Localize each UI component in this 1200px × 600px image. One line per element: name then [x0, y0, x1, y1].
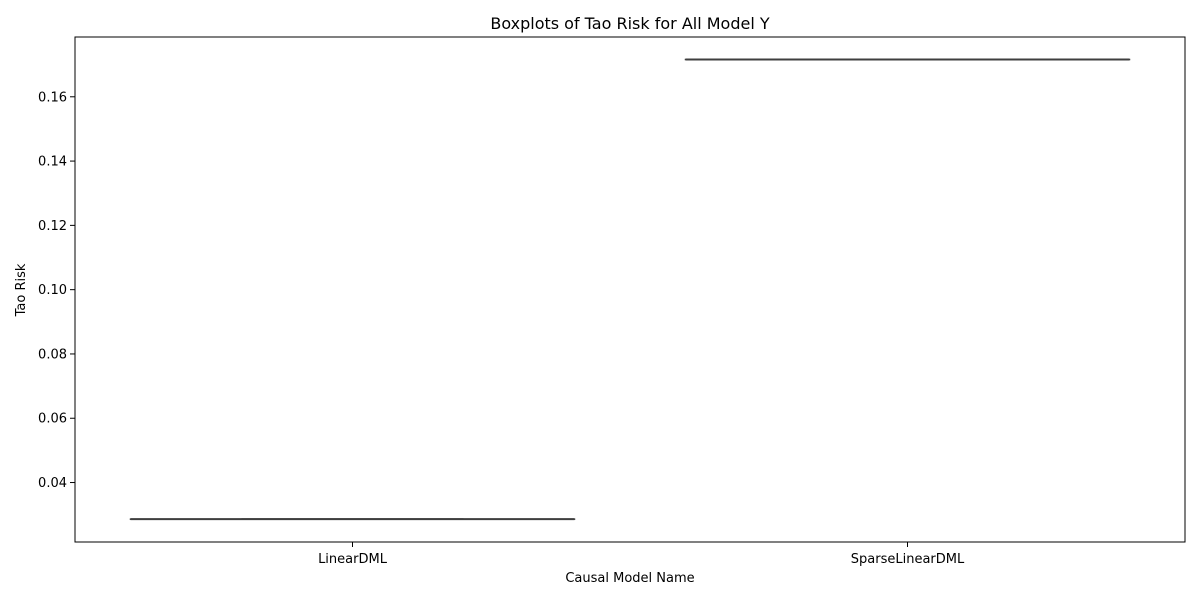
- y-tick-label: 0.10: [38, 283, 67, 298]
- x-axis: LinearDML SparseLinearDML: [318, 542, 965, 567]
- y-tick-label: 0.04: [38, 476, 67, 491]
- plot-area: [129, 58, 1131, 521]
- y-tick-label: 0.08: [38, 347, 67, 362]
- y-axis: 0.04 0.06 0.08 0.10 0.12 0.14 0.16: [38, 90, 75, 491]
- y-tick-label: 0.16: [38, 90, 67, 105]
- x-tick-label: LinearDML: [318, 552, 388, 567]
- y-axis-label: Tao Risk: [14, 263, 29, 317]
- chart-title: Boxplots of Tao Risk for All Model Y: [490, 14, 770, 33]
- y-tick-label: 0.06: [38, 412, 67, 427]
- x-axis-label: Causal Model Name: [565, 571, 694, 586]
- y-tick-label: 0.12: [38, 219, 67, 234]
- y-tick-label: 0.14: [38, 155, 67, 170]
- x-tick-label: SparseLinearDML: [851, 552, 965, 567]
